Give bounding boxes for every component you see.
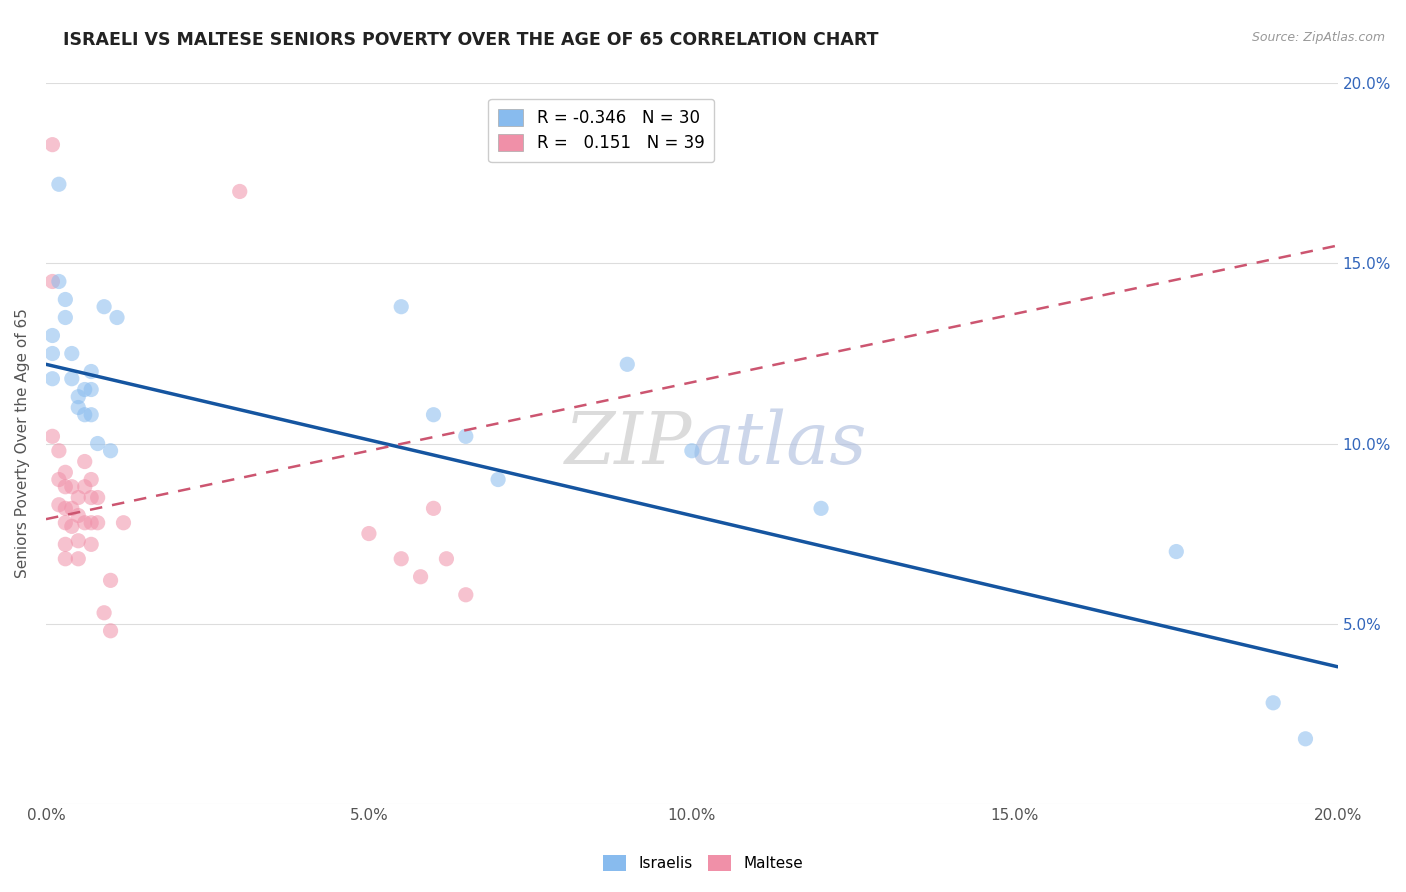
Point (73, 480, 96, 494)
Text: atlas: atlas (692, 409, 868, 479)
Text: ZIP: ZIP (564, 409, 692, 479)
Point (48, 473, 70, 487)
Point (1294, 731, 1316, 746)
Point (48, 443, 70, 458)
Point (454, 588, 477, 602)
Legend: Israelis, Maltese: Israelis, Maltese (598, 849, 808, 877)
Point (67, 401, 90, 415)
Point (73, 383, 96, 397)
Point (80, 516, 103, 530)
Point (409, 570, 432, 584)
Point (60, 372, 83, 386)
Point (436, 551, 458, 566)
Point (73, 454, 96, 468)
Point (60, 480, 83, 494)
Point (48, 275, 70, 289)
Point (422, 501, 444, 516)
Point (681, 443, 703, 458)
Point (41, 137, 63, 152)
Point (80, 383, 103, 397)
Point (93, 606, 115, 620)
Point (53, 501, 76, 516)
Point (80, 408, 103, 422)
Point (80, 473, 103, 487)
Y-axis label: Seniors Poverty Over the Age of 65: Seniors Poverty Over the Age of 65 (15, 309, 30, 579)
Point (41, 372, 63, 386)
Point (53, 537, 76, 551)
Legend: R = -0.346   N = 30, R =   0.151   N = 39: R = -0.346 N = 30, R = 0.151 N = 39 (488, 99, 714, 162)
Point (486, 473, 509, 487)
Point (67, 508, 90, 523)
Point (100, 574, 122, 588)
Point (93, 300, 115, 314)
Point (86, 491, 108, 505)
Point (389, 300, 412, 314)
Point (67, 551, 90, 566)
Point (60, 346, 83, 360)
Point (53, 516, 76, 530)
Point (100, 443, 122, 458)
Point (41, 328, 63, 343)
Point (86, 436, 108, 450)
Point (60, 519, 83, 533)
Point (53, 310, 76, 325)
Point (67, 390, 90, 404)
Point (616, 357, 638, 371)
Point (48, 498, 70, 512)
Point (41, 275, 63, 289)
Point (67, 491, 90, 505)
Point (53, 293, 76, 307)
Point (41, 346, 63, 360)
Point (80, 364, 103, 378)
Point (67, 533, 90, 548)
Point (41, 429, 63, 443)
Point (53, 480, 76, 494)
Point (357, 526, 380, 541)
Point (100, 624, 122, 638)
Point (60, 501, 83, 516)
Text: Source: ZipAtlas.com: Source: ZipAtlas.com (1251, 31, 1385, 45)
Point (454, 429, 477, 443)
Point (389, 551, 412, 566)
Point (80, 491, 103, 505)
Point (73, 408, 96, 422)
Point (229, 185, 252, 199)
Point (1263, 696, 1285, 710)
Point (810, 501, 832, 516)
Point (80, 537, 103, 551)
Point (48, 178, 70, 192)
Point (422, 408, 444, 422)
Point (112, 516, 135, 530)
Text: ISRAELI VS MALTESE SENIORS POVERTY OVER THE AGE OF 65 CORRELATION CHART: ISRAELI VS MALTESE SENIORS POVERTY OVER … (63, 31, 879, 49)
Point (86, 516, 108, 530)
Point (73, 516, 96, 530)
Point (53, 466, 76, 480)
Point (1166, 544, 1188, 558)
Point (105, 310, 128, 325)
Point (53, 551, 76, 566)
